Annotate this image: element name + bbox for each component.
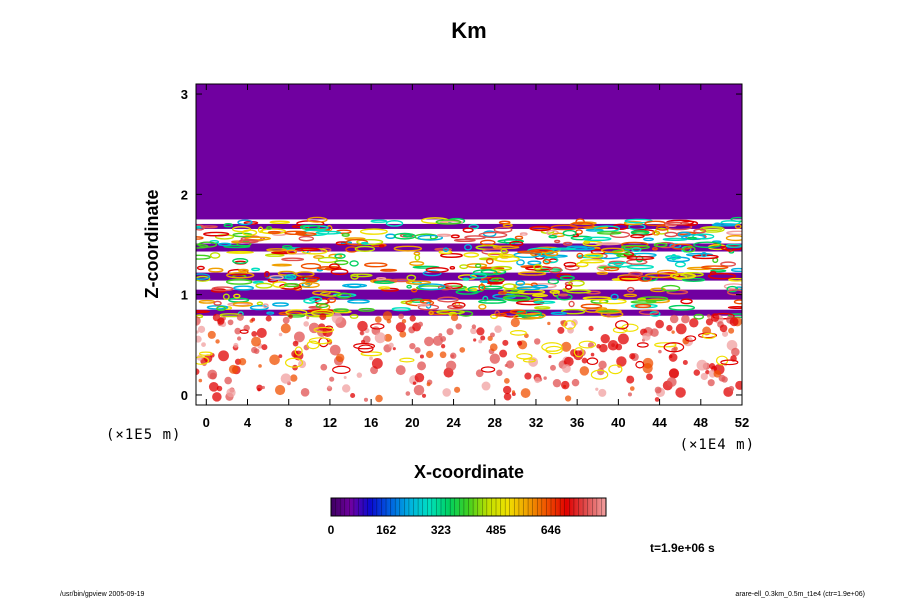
colorbar-tick-label: 485 [486, 523, 506, 537]
colorbar-frame [330, 497, 607, 517]
contour-field [196, 84, 742, 403]
upper-uniform-region [196, 84, 742, 220]
y-tick-label: 2 [181, 187, 188, 202]
y-tick-label: 3 [181, 87, 188, 102]
x-tick-label: 0 [203, 415, 210, 430]
colorbar-tick-labels: 0 162 323 485 646 [328, 523, 562, 537]
x-axis: 0 4 8 12 16 20 24 28 32 36 40 44 48 52 [203, 84, 749, 430]
x-tick-label: 40 [611, 415, 625, 430]
x-tick-label: 20 [405, 415, 419, 430]
colorbar-tick-label: 162 [376, 523, 396, 537]
y-axis-label: Z-coordinate [142, 189, 162, 298]
x-tick-label: 28 [488, 415, 502, 430]
x-tick-label: 48 [694, 415, 708, 430]
y-axis: 0 1 2 3 [181, 87, 742, 403]
x-tick-label: 12 [323, 415, 337, 430]
colorbar [331, 498, 606, 516]
x-tick-label: 4 [244, 415, 252, 430]
x-tick-label: 16 [364, 415, 378, 430]
time-label: t=1.9e+06 s [650, 541, 715, 555]
x-tick-label: 36 [570, 415, 584, 430]
x-tick-label: 44 [652, 415, 667, 430]
colorbar-tick-label: 646 [541, 523, 561, 537]
chart-title: Km [451, 18, 486, 43]
stable-layer [196, 243, 742, 252]
x-tick-label: 24 [446, 415, 461, 430]
x-tick-label: 8 [285, 415, 292, 430]
x-axis-unit: (×1E4 m) [680, 437, 755, 453]
y-tick-label: 0 [181, 388, 188, 403]
footer-right: arare-ell_0.3km_0.5m_t1e4 (ctr=1.9e+06) [735, 591, 865, 598]
plot-frame [195, 83, 743, 406]
stable-layer [196, 272, 742, 281]
y-axis-unit: (×1E5 m) [106, 427, 181, 443]
colorbar-tick-label: 0 [328, 523, 335, 537]
x-tick-label: 32 [529, 415, 543, 430]
x-tick-label: 52 [735, 415, 749, 430]
footer-left: /usr/bin/gpview 2005-09-19 [60, 591, 145, 598]
y-tick-label: 1 [181, 288, 188, 303]
x-axis-label: X-coordinate [414, 462, 524, 482]
stable-layer [196, 309, 742, 316]
colorbar-tick-label: 323 [431, 523, 451, 537]
